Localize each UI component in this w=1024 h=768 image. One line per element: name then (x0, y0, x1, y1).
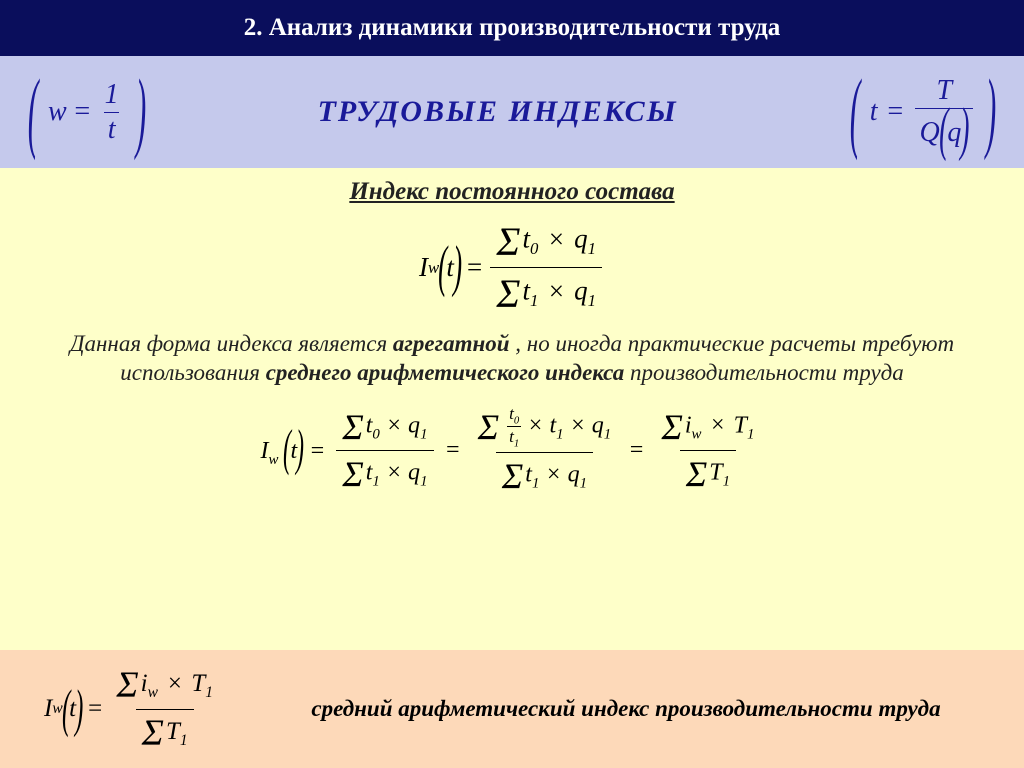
sigma-icon: Σ (502, 455, 523, 497)
sigma-icon: Σ (116, 664, 138, 707)
subtitle: Индекс постоянного состава (28, 178, 996, 206)
sigma-icon: Σ (342, 453, 363, 495)
w-lhs: w (48, 96, 67, 128)
t-den: Q(q) (915, 108, 973, 150)
paren-left-icon: ( (28, 85, 38, 139)
t-lhs: t (870, 96, 878, 128)
sigma-icon: Σ (496, 218, 520, 265)
band3-text: средний арифметический индекс производит… (252, 691, 1000, 727)
band1-title: ТРУДОВЫЕ ИНДЕКСЫ (156, 95, 840, 129)
formula-iw-t: Iw (t) = Σt0 × q1 Σt1 × q1 (28, 216, 996, 319)
sigma-icon: Σ (142, 712, 164, 755)
sigma-icon: Σ (342, 406, 363, 448)
paragraph: Данная форма индекса является агрегатной… (28, 327, 996, 390)
band-arithmetic-mean: Iw (t) = Σiw × T1 ΣT1 средний арифметиче… (0, 650, 1024, 768)
formula-w: ( w = 1 t ) (18, 79, 156, 146)
w-num: 1 (101, 79, 123, 112)
paren-left-icon: ( (850, 85, 860, 139)
w-den: t (104, 112, 120, 146)
formula-arithmetic: Iw (t) = Σiw × T1 ΣT1 (44, 662, 222, 757)
paren-right-icon: ) (135, 85, 145, 139)
sigma-icon: Σ (661, 406, 682, 448)
band-labor-indices: ( w = 1 t ) ТРУДОВЫЕ ИНДЕКСЫ ( t = T Q( (0, 56, 1024, 168)
band-constant-composition: Индекс постоянного состава Iw (t) = Σt0 … (0, 168, 1024, 650)
sigma-icon: Σ (686, 453, 707, 495)
paren-right-icon: ) (986, 85, 996, 139)
header-title: 2. Анализ динамики производительности тр… (244, 14, 781, 41)
sigma-icon: Σ (496, 270, 520, 317)
formula-t: ( t = T Q(q) ) (840, 75, 1006, 150)
slide-header: 2. Анализ динамики производительности тр… (0, 0, 1024, 56)
sigma-icon: Σ (478, 406, 499, 448)
formula-chain: Iw (t) = Σt0 × q1 Σt1 × q1 = Σ t0t1 × t1… (28, 402, 996, 499)
slide: 2. Анализ динамики производительности тр… (0, 0, 1024, 768)
